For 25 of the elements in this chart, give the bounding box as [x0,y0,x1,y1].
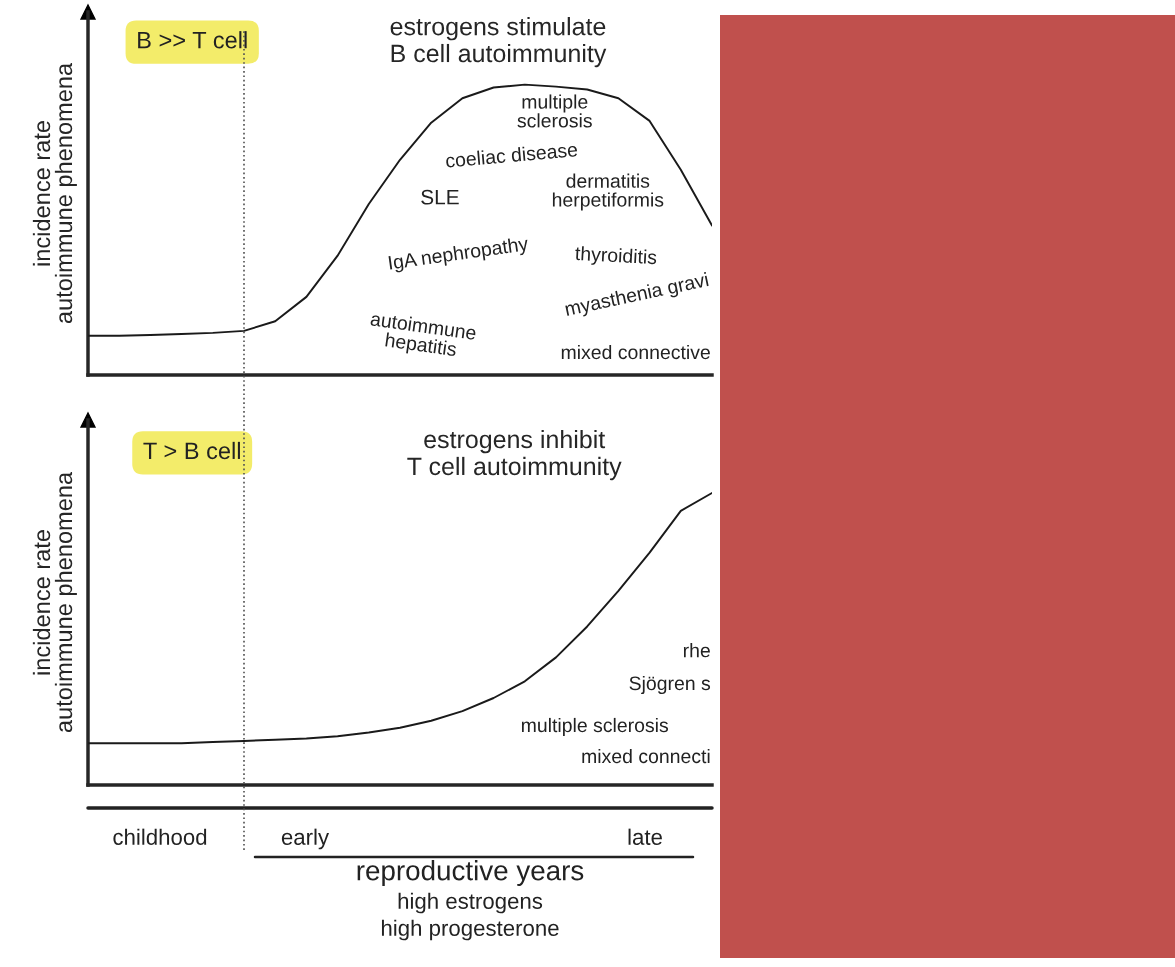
annotation: Sjögren s [629,675,711,695]
chart-title: estrogens stimulate B cell autoimmunity [390,17,607,68]
annotation: IgA nephropathy [388,236,530,274]
text: early [281,828,330,850]
text: childhood [113,828,207,845]
annotation: multiple sclerosis [517,94,592,128]
annotation: SLE [421,189,459,205]
y-axis-title: incidence rate autoimmune phenomena [32,62,77,324]
text: B >> T cell [138,31,247,49]
annotation: dermatitis herpetiformis [552,173,664,211]
chart-title: estrogens inhibit T cell autoimmunity [407,429,622,481]
text: reproductive years [357,860,584,886]
annotation: thyroiditis [574,245,657,269]
annotation: coeliac disease [445,142,578,168]
annotation: mixed connecti [582,748,710,764]
text: high progesterone [381,919,559,941]
text: T > B cell [143,441,240,460]
text: high estrogens [398,892,543,914]
text: late [628,828,662,845]
annotation: myasthenia gravi [564,271,710,320]
annotation: mixed connective [561,344,710,360]
y-axis-title: incidence rate autoimmune phenomena [32,471,77,733]
annotation: multiple sclerosis [521,717,669,737]
annotation: autoimmune hepatitis [370,311,477,361]
annotation: rhe [683,643,710,658]
